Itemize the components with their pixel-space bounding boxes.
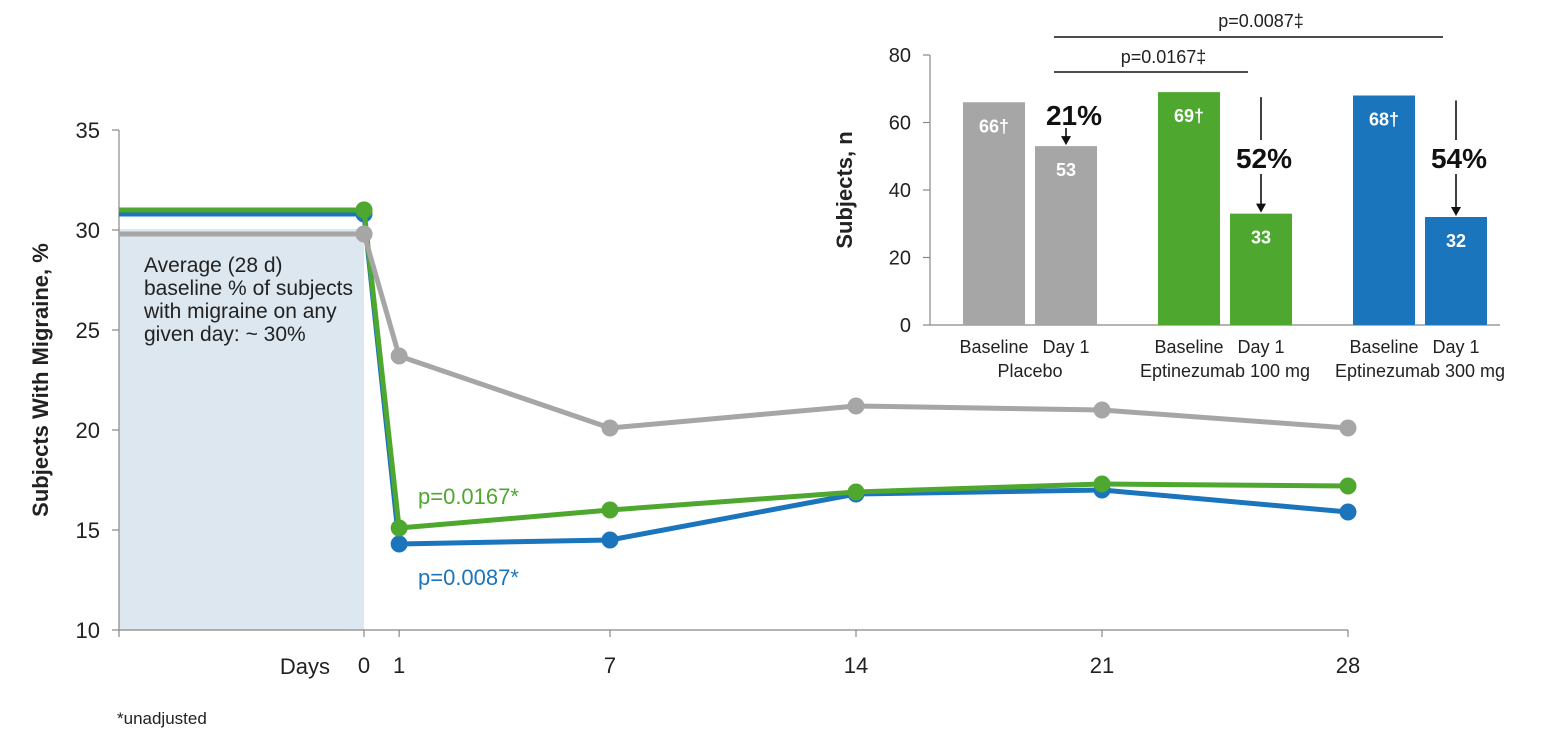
bar bbox=[963, 102, 1025, 325]
bar-chart: 0 20 40 60 80 Subjects, n 66† Baseline 53 Day 1 Pl… bbox=[832, 11, 1505, 381]
y-tick-label: 20 bbox=[76, 418, 100, 443]
bar bbox=[1353, 95, 1415, 325]
x-tick-label: 21 bbox=[1090, 653, 1114, 678]
data-point bbox=[847, 483, 865, 501]
bar bbox=[1035, 146, 1097, 325]
reduction-percent-bg bbox=[1426, 140, 1488, 174]
y-tick-label: 15 bbox=[76, 518, 100, 543]
reduction-percent: 21% bbox=[1046, 100, 1102, 131]
inset-y-tick-label: 60 bbox=[889, 113, 911, 135]
data-point bbox=[1093, 475, 1111, 493]
x-axis-label: Days bbox=[280, 654, 330, 679]
group-label: Placebo bbox=[997, 361, 1062, 381]
inset-y-tick-label: 40 bbox=[889, 180, 911, 202]
bar bbox=[1425, 217, 1487, 325]
bar bbox=[1230, 213, 1292, 325]
y-tick-label: 35 bbox=[76, 118, 100, 143]
reduction-arrowhead bbox=[1256, 203, 1266, 213]
data-point bbox=[1339, 477, 1357, 495]
series-line bbox=[361, 209, 1349, 531]
reduction-arrowhead bbox=[1451, 207, 1461, 216]
x-tick-label: 28 bbox=[1336, 653, 1360, 678]
p-value-annotation: p=0.0087* bbox=[418, 565, 519, 590]
bar-category-label: Day 1 bbox=[1237, 337, 1284, 357]
reduction-arrowhead bbox=[1061, 136, 1071, 146]
bar-category-label: Baseline bbox=[1154, 337, 1223, 357]
data-point bbox=[601, 501, 619, 519]
footnote: *unadjusted bbox=[117, 709, 207, 728]
data-point bbox=[1339, 503, 1357, 521]
data-point bbox=[1339, 419, 1357, 437]
y-tick-label: 25 bbox=[76, 318, 100, 343]
bar-value-label: 32 bbox=[1446, 231, 1466, 251]
inset-y-tick-label: 80 bbox=[889, 45, 911, 67]
baseline-region bbox=[119, 229, 364, 630]
significance-label: p=0.0087‡ bbox=[1218, 11, 1304, 31]
data-point bbox=[847, 397, 865, 415]
y-tick-label: 10 bbox=[76, 618, 100, 643]
reduction-percent: 54% bbox=[1431, 143, 1487, 174]
bar bbox=[1158, 92, 1220, 325]
x-tick-label: 0 bbox=[358, 653, 370, 678]
x-tick-label: 7 bbox=[604, 653, 616, 678]
series-line bbox=[361, 233, 1349, 431]
bar-value-label: 69† bbox=[1174, 106, 1204, 126]
inset-y-tick-label: 0 bbox=[900, 315, 911, 337]
bar-category-label: Baseline bbox=[1349, 337, 1418, 357]
data-point bbox=[390, 347, 408, 365]
group-label: Eptinezumab 300 mg bbox=[1335, 361, 1505, 381]
inset-y-axis-label: Subjects, n bbox=[832, 131, 857, 248]
x-tick-label: 1 bbox=[393, 653, 405, 678]
bar-value-label: 53 bbox=[1056, 160, 1076, 180]
y-axis-label: Subjects With Migraine, % bbox=[28, 243, 53, 517]
significance-label: p=0.0167‡ bbox=[1121, 47, 1207, 67]
baseline-annotation: Average (28 d) baseline % of subjects wi… bbox=[144, 254, 353, 346]
p-value-annotation: p=0.0167* bbox=[418, 484, 519, 509]
reduction-percent-bg bbox=[1231, 140, 1293, 174]
data-point bbox=[1093, 401, 1111, 419]
data-point bbox=[355, 201, 373, 219]
x-tick-label: 14 bbox=[844, 653, 868, 678]
bar-category-label: Baseline bbox=[959, 337, 1028, 357]
data-point bbox=[390, 535, 408, 553]
bar-category-label: Day 1 bbox=[1432, 337, 1479, 357]
y-tick-label: 30 bbox=[76, 218, 100, 243]
bar-value-label: 66† bbox=[979, 116, 1009, 136]
bar-category-label: Day 1 bbox=[1042, 337, 1089, 357]
data-point bbox=[601, 531, 619, 549]
data-point bbox=[355, 225, 373, 243]
reduction-percent: 52% bbox=[1236, 143, 1292, 174]
data-point bbox=[390, 519, 408, 537]
group-label: Eptinezumab 100 mg bbox=[1140, 361, 1310, 381]
bar-value-label: 68† bbox=[1369, 110, 1399, 130]
bar-value-label: 33 bbox=[1251, 228, 1271, 248]
inset-y-tick-label: 20 bbox=[889, 248, 911, 270]
data-point bbox=[601, 419, 619, 437]
